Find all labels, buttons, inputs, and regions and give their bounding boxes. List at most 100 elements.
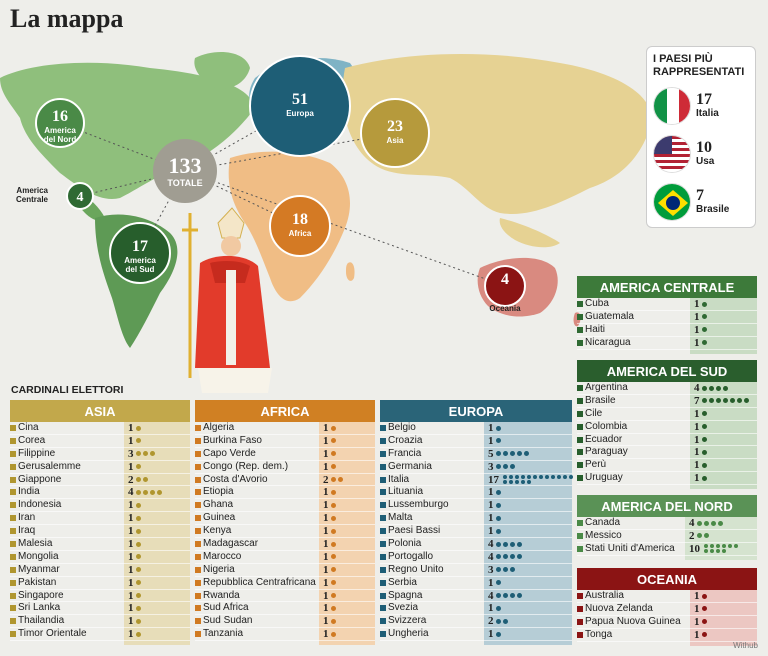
country-name: India	[18, 486, 40, 498]
count-dot	[569, 475, 573, 480]
country-name: Uruguay	[585, 472, 623, 484]
bullet-square	[10, 502, 16, 509]
bullet-square	[195, 566, 201, 573]
table-row: Etiopia 1	[195, 486, 375, 500]
count-dot	[515, 480, 519, 485]
cardinal-count: 1	[128, 589, 134, 602]
bullet-square	[380, 579, 386, 586]
table-row: Marocco 1	[195, 551, 375, 564]
region-label: Africa	[289, 229, 312, 238]
region-circle-am-sud	[109, 222, 171, 284]
cardinal-count: 7	[694, 394, 700, 407]
bullet-square	[10, 489, 16, 496]
count-dot	[136, 438, 141, 444]
legend-num: 17	[696, 91, 712, 108]
bullet-square	[577, 301, 583, 307]
country-name: Myanmar	[18, 563, 60, 575]
cardinal-count: 1	[128, 512, 134, 525]
count-dots	[702, 311, 707, 323]
br-flag-icon	[653, 183, 691, 221]
table-row: Paraguay 1	[577, 446, 757, 460]
bullet-square	[195, 579, 201, 586]
country-name: Guinea	[203, 512, 236, 524]
bullet-square	[10, 425, 16, 431]
table-row: Brasile 7	[577, 395, 757, 408]
count-dots	[496, 448, 529, 460]
table-row: Malesia 1	[10, 538, 190, 551]
cardinal-count: 1	[488, 512, 494, 525]
count-dot	[730, 398, 735, 404]
count-dot	[702, 301, 707, 307]
count-dot	[722, 544, 726, 549]
count-dot	[551, 475, 555, 480]
count-dot	[331, 425, 336, 431]
country-name: Corea	[18, 434, 46, 446]
count-dot	[503, 464, 508, 470]
table-row: Gerusalemme 1	[10, 461, 190, 474]
count-dots	[136, 577, 141, 589]
table-row: Malta 1	[380, 512, 572, 526]
cardinal-count: 1	[488, 486, 494, 499]
bullet-square	[577, 436, 583, 443]
count-dot	[331, 605, 336, 611]
country-name: Iraq	[18, 525, 36, 537]
table-row: Ecuador 1	[577, 434, 757, 447]
count-dot	[496, 425, 501, 431]
cardinal-count: 4	[488, 550, 494, 563]
madagascar-shape	[346, 262, 355, 281]
cardinal-count: 1	[128, 563, 134, 576]
count-dot	[331, 528, 336, 534]
country-name: Thailandia	[18, 615, 65, 627]
table-row: Kenya 1	[195, 525, 375, 539]
country-name: Tonga	[585, 628, 613, 640]
country-name: Nuova Zelanda	[585, 602, 653, 614]
count-dot	[136, 618, 141, 624]
bullet-square	[577, 385, 583, 391]
table-row: Madagascar 1	[195, 538, 375, 551]
count-dots	[331, 512, 336, 524]
table-header: AFRICA	[195, 400, 375, 422]
count-dot	[709, 398, 714, 404]
country-name: Cuba	[585, 298, 609, 309]
count-dots	[136, 435, 141, 447]
count-dot	[521, 480, 525, 485]
country-name: Pakistan	[18, 576, 57, 588]
table-header: AMERICA DEL SUD	[577, 360, 757, 382]
cardinal-count: 1	[128, 576, 134, 589]
table-row: Messico 2	[577, 530, 757, 543]
region-circle-europa	[249, 55, 351, 157]
count-dot	[744, 398, 749, 404]
count-dots	[496, 628, 501, 640]
table-row: Iran 1	[10, 512, 190, 526]
table-row: Perù 1	[577, 459, 757, 473]
count-dot	[136, 567, 141, 573]
region-label: America	[124, 256, 156, 265]
count-dot	[150, 451, 155, 457]
count-dot	[723, 398, 728, 404]
count-dot	[728, 544, 732, 549]
count-dot	[136, 580, 141, 586]
bullet-square	[577, 313, 583, 320]
count-dots	[331, 499, 336, 511]
bullet-square	[577, 326, 583, 333]
cardinal-count: 1	[694, 433, 700, 446]
country-name: Paraguay	[585, 446, 628, 458]
table-america-del-sud: AMERICA DEL SUD Argentina 4 Brasile 7 Cile 1 Co…	[577, 360, 757, 490]
count-dot	[496, 528, 501, 534]
table-row: Sri Lanka 1	[10, 602, 190, 616]
count-dot	[710, 544, 714, 549]
cardinal-count: 1	[694, 472, 700, 485]
table-row: Spagna 4	[380, 590, 572, 603]
count-dot	[136, 451, 141, 457]
it-flag-icon	[653, 87, 691, 125]
table-row: Svizzera 2	[380, 615, 572, 629]
bullet-square	[10, 515, 16, 522]
table-header: OCEANIA	[577, 568, 757, 590]
bullet-square	[380, 515, 386, 522]
table-row: Cina 1	[10, 422, 190, 435]
count-dot	[563, 475, 567, 480]
bullet-square	[577, 449, 583, 456]
country-name: Lituania	[388, 486, 424, 498]
cardinal-count: 3	[488, 460, 494, 473]
cardinal-count: 2	[488, 615, 494, 628]
